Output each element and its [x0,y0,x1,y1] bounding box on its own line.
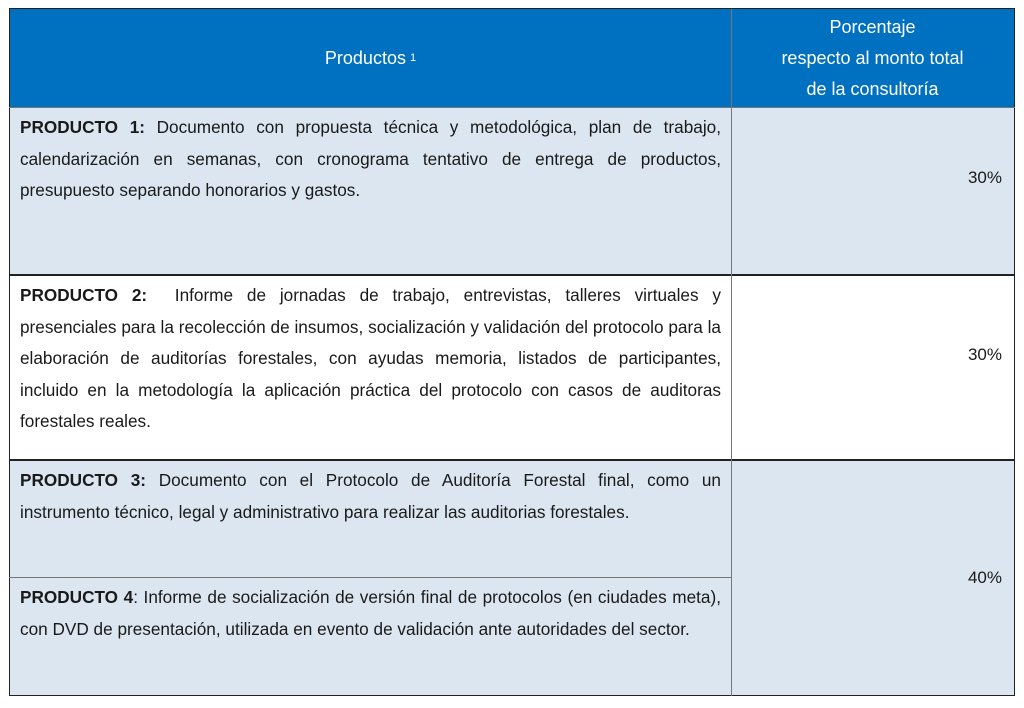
product-2-percent: 30% [731,276,1014,434]
header-porcentaje-line: respecto al monto total [781,48,964,68]
border [9,9,10,696]
product-label: PRODUCTO 4 [20,587,134,607]
header-porcentaje-line: Porcentaje [829,17,916,37]
product-1-cell: PRODUCTO 1: Documento con propuesta técn… [10,108,731,275]
border [9,459,1015,461]
header-productos-label: Productos [324,48,406,68]
product-3-cell: PRODUCTO 3: Documento con el Protocolo d… [10,461,731,577]
product-label: PRODUCTO 2: [20,285,148,305]
border [9,695,1015,696]
header-productos: Productos 1 [10,9,731,108]
cell-fill [731,248,1014,275]
percent-value: 30% [967,345,1002,364]
header-porcentaje-line: de la consultoría [806,79,939,99]
border [1014,9,1015,696]
border [9,8,1015,9]
product-description: Documento con propuesta técnica y metodo… [20,117,726,200]
border [9,107,1015,108]
product-label: PRODUCTO 3: [20,470,147,490]
border [731,9,732,696]
border [9,577,731,578]
product-label: PRODUCTO 1: [20,117,145,137]
footnote-marker: 1 [409,52,417,64]
header-porcentaje: Porcentaje respecto al monto total de la… [731,9,1014,108]
percent-value: 30% [967,168,1002,187]
product-3-4-percent: 40% [731,461,1014,695]
product-1-percent: 30% [731,108,1014,248]
percent-value: 40% [967,568,1002,587]
product-2-cell: PRODUCTO 2: Informe de jornadas de traba… [10,276,731,460]
product-description: : Informe de socialización de versión fi… [20,587,726,639]
product-description: Informe de jornadas de trabajo, entrevis… [20,285,726,431]
product-4-cell: PRODUCTO 4: Informe de socialización de … [10,578,731,695]
product-description: Documento con el Protocolo de Auditoría … [20,470,726,522]
border [9,274,1015,276]
